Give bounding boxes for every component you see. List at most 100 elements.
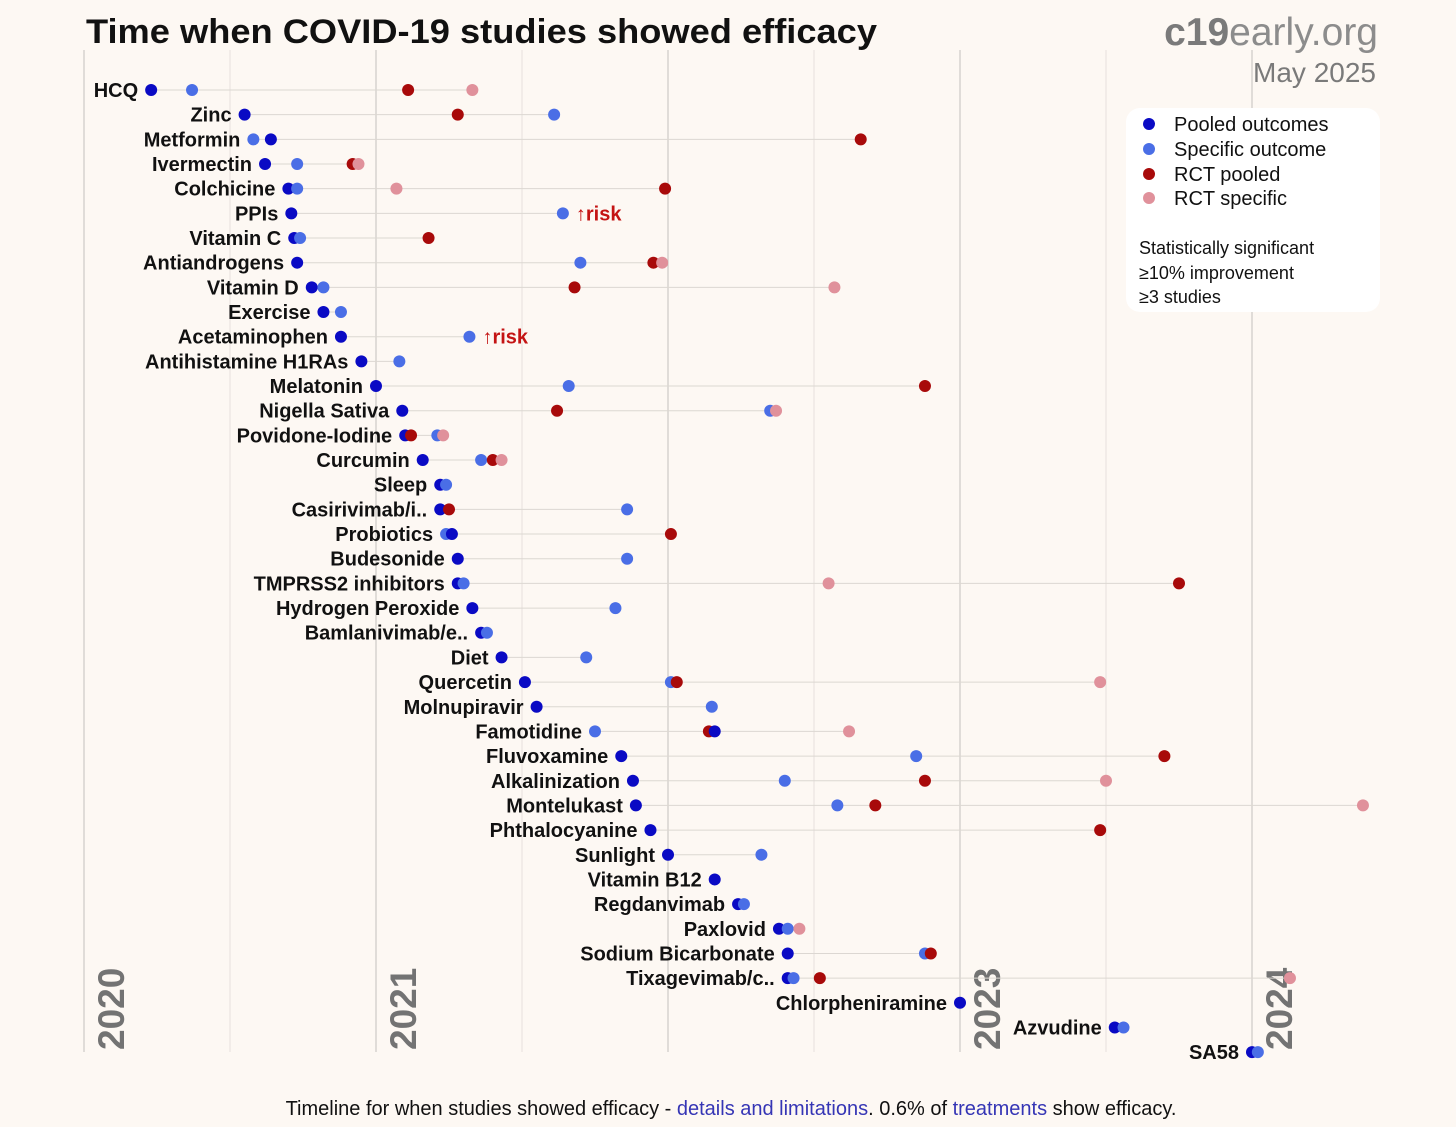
- label-ivermectin: Ivermectin: [152, 154, 252, 176]
- year-label-2021: 2021: [383, 968, 424, 1050]
- legend-rct-specific-marker: [1143, 192, 1155, 204]
- label-fluvoxamine: Fluvoxamine: [486, 746, 608, 768]
- dot-fluvoxamine-pooled: [615, 750, 628, 763]
- label-alkalinization: Alkalinization: [491, 771, 620, 793]
- dot-antiandrogens-rct-specific: [656, 256, 669, 269]
- label-hydrogen-peroxide: Hydrogen Peroxide: [276, 598, 459, 620]
- label-sa58: SA58: [1189, 1042, 1239, 1064]
- row-hcq: HCQ: [94, 80, 479, 102]
- dot-colchicine-rct-pooled: [659, 182, 672, 195]
- year-label-2023: 2023: [967, 968, 1008, 1050]
- dot-vitamin-c-rct-pooled: [422, 232, 435, 245]
- treatments-link[interactable]: treatments: [953, 1098, 1047, 1120]
- dot-hydrogen-peroxide-pooled: [466, 602, 479, 615]
- dot-vitamin-d-specific: [317, 281, 330, 294]
- row-ivermectin: Ivermectin: [152, 154, 365, 176]
- label-antiandrogens: Antiandrogens: [143, 253, 284, 275]
- label-famotidine: Famotidine: [475, 721, 582, 743]
- dot-hcq-rct-specific: [466, 84, 479, 96]
- dot-regdanvimab-specific: [737, 898, 750, 911]
- dot-phthalocyanine-rct-pooled: [1094, 824, 1107, 837]
- risk-flag-acetaminophen: ↑risk: [482, 327, 528, 349]
- details-limitations-link[interactable]: details and limitations: [677, 1098, 868, 1120]
- row-curcumin: Curcumin: [316, 450, 508, 472]
- dot-curcumin-rct-specific: [495, 454, 508, 467]
- legend-specific-marker: [1143, 143, 1155, 155]
- label-curcumin: Curcumin: [316, 450, 409, 472]
- dot-nigella-sativa-pooled: [396, 404, 409, 417]
- dot-famotidine-specific: [589, 725, 601, 738]
- label-paxlovid: Paxlovid: [684, 919, 766, 941]
- label-hcq: HCQ: [94, 80, 138, 102]
- dot-tmprss2-inhibitors-specific: [457, 577, 470, 590]
- row-casirivimab-i: Casirivimab/i..: [292, 499, 634, 521]
- row-vitamin-c: Vitamin C: [189, 228, 435, 250]
- label-metformin: Metformin: [144, 129, 241, 151]
- label-exercise: Exercise: [228, 302, 310, 324]
- label-povidone-iodine: Povidone-Iodine: [237, 425, 393, 447]
- dot-alkalinization-rct-pooled: [918, 774, 931, 787]
- dot-zinc-specific: [548, 108, 561, 121]
- dot-casirivimab-i-pooled: [434, 503, 447, 516]
- dot-melatonin-rct-pooled: [918, 380, 931, 393]
- dot-hcq-rct-pooled: [402, 84, 415, 96]
- row-antiandrogens: Antiandrogens: [143, 253, 669, 275]
- dot-quercetin-pooled: [518, 676, 531, 689]
- dot-curcumin-pooled: [416, 454, 429, 467]
- dot-fluvoxamine-rct-pooled: [1158, 750, 1171, 763]
- row-regdanvimab: Regdanvimab: [594, 894, 750, 916]
- dot-zinc-rct-pooled: [451, 108, 464, 121]
- dot-tixagevimab-c-specific: [787, 972, 800, 985]
- dot-alkalinization-specific: [778, 774, 791, 787]
- dot-budesonide-pooled: [451, 552, 464, 565]
- dot-vitamin-c-specific: [294, 232, 307, 245]
- row-fluvoxamine: Fluvoxamine: [486, 746, 1171, 768]
- dot-azvudine-pooled: [1108, 1021, 1121, 1034]
- label-acetaminophen: Acetaminophen: [178, 327, 328, 349]
- dot-chlorpheniramine-pooled: [954, 996, 966, 1009]
- dot-antiandrogens-pooled: [291, 256, 304, 269]
- row-molnupiravir: Molnupiravir: [404, 697, 718, 719]
- dot-metformin-pooled: [264, 133, 277, 146]
- chart-title: Time when COVID-19 studies showed effica…: [86, 13, 877, 51]
- dot-metformin-specific: [247, 133, 260, 146]
- dot-azvudine-specific: [1117, 1021, 1130, 1034]
- row-montelukast: Montelukast: [506, 795, 1369, 817]
- dot-probiotics-pooled: [445, 528, 458, 541]
- row-azvudine: Azvudine: [1013, 1017, 1130, 1039]
- dot-vitamin-d-rct-pooled: [568, 281, 581, 294]
- row-tixagevimab-c: Tixagevimab/c..: [626, 968, 1296, 990]
- dot-curcumin-specific: [475, 454, 488, 467]
- dot-quercetin-rct-pooled: [670, 676, 683, 689]
- dot-casirivimab-i-specific: [621, 503, 634, 516]
- dot-diet-pooled: [495, 651, 508, 664]
- dot-sa58-specific: [1251, 1046, 1264, 1059]
- label-sunlight: Sunlight: [575, 845, 655, 867]
- row-zinc: Zinc: [190, 105, 561, 127]
- row-quercetin: Quercetin: [419, 672, 1107, 694]
- legend-note-significance: Statistically significant: [1139, 238, 1314, 258]
- dot-melatonin-specific: [562, 380, 575, 393]
- dot-metformin-rct-pooled: [854, 133, 867, 146]
- risk-flag-ppis: ↑risk: [576, 203, 622, 225]
- dot-famotidine-pooled: [708, 725, 721, 738]
- row-tmprss2-inhibitors: TMPRSS2 inhibitors: [254, 573, 1185, 595]
- row-phthalocyanine: Phthalocyanine: [490, 820, 1107, 842]
- label-tmprss2-inhibitors: TMPRSS2 inhibitors: [254, 573, 445, 595]
- row-antihistamine-h1ras: Antihistamine H1RAs: [145, 351, 406, 373]
- gridlines: [83, 50, 1253, 1052]
- site-logo[interactable]: c19early.org: [1164, 11, 1378, 54]
- dot-zinc-pooled: [238, 108, 251, 121]
- label-zinc: Zinc: [190, 105, 231, 127]
- row-ppis: PPIs ↑risk: [235, 203, 622, 225]
- legend-rct-pooled-marker: [1143, 168, 1155, 180]
- row-sunlight: Sunlight: [575, 845, 768, 867]
- footer-caption: Timeline for when studies showed efficac…: [286, 1098, 1177, 1120]
- dot-paxlovid-rct-specific: [793, 922, 806, 935]
- label-quercetin: Quercetin: [419, 672, 512, 694]
- footer-text-mid: . 0.6% of: [868, 1098, 953, 1120]
- dot-nigella-sativa-rct-specific: [770, 404, 783, 417]
- dot-sodium-bicarbonate-rct-pooled: [924, 947, 937, 960]
- dot-acetaminophen-pooled: [334, 330, 347, 343]
- label-sleep: Sleep: [374, 475, 427, 497]
